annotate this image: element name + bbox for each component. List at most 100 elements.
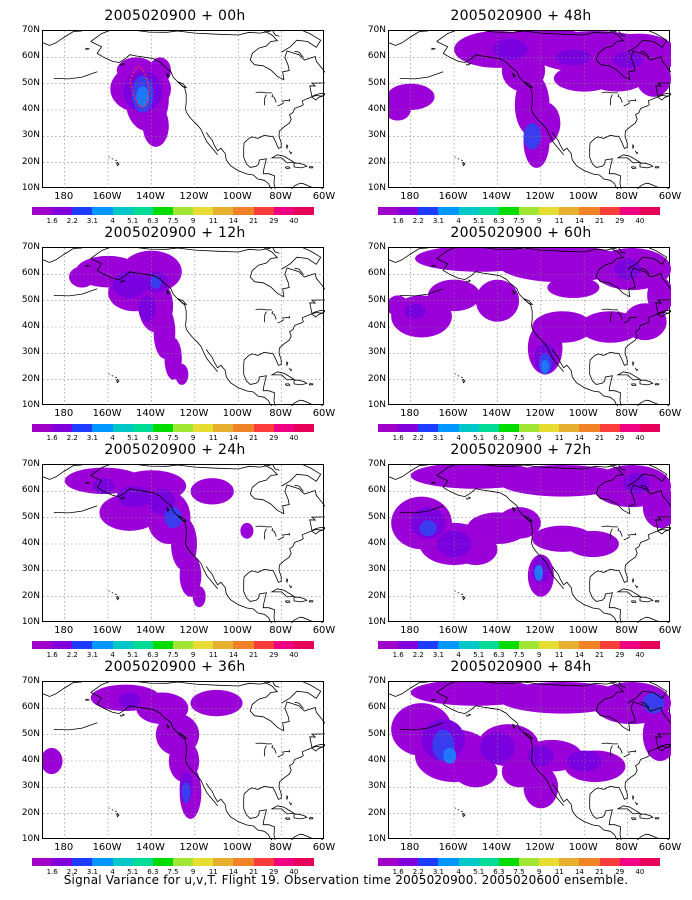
colorbar-label: 40 — [289, 868, 299, 876]
latitude-label: 40N — [21, 755, 40, 765]
longitude-label: 180 — [54, 408, 74, 419]
coastline — [636, 182, 670, 189]
coastline — [270, 588, 296, 598]
colorbar-label: 3.1 — [86, 434, 98, 442]
colorbar-label: 40 — [635, 868, 645, 876]
coastline — [636, 399, 670, 406]
coastline — [108, 807, 110, 809]
variance-contour — [43, 747, 63, 775]
colorbar-label: 29 — [269, 217, 279, 225]
variance-contour — [404, 303, 426, 320]
colorbar — [378, 424, 660, 432]
colorbar-swatch — [253, 424, 274, 432]
colorbar-swatch — [498, 641, 519, 649]
colorbar-label: 7.5 — [167, 434, 179, 442]
coastline — [551, 132, 619, 189]
longitude-label: 80W — [615, 408, 638, 419]
colorbar-label: 1.6 — [46, 651, 58, 659]
colorbar-swatch — [398, 641, 419, 649]
colorbar-label: 11 — [208, 868, 218, 876]
coastline — [281, 248, 322, 270]
coastline — [627, 532, 637, 536]
coastline — [205, 132, 273, 189]
variance-field — [389, 248, 671, 375]
coastline — [288, 367, 293, 372]
latitude-label: 30N — [367, 347, 386, 358]
figure-caption: Signal Variance for u,v,T. Flight 19. Ob… — [63, 873, 629, 887]
coastline — [523, 81, 534, 89]
colorbar-label: 29 — [269, 868, 279, 876]
variance-field — [43, 684, 243, 819]
colorbar-label: 5.1 — [127, 217, 139, 225]
coastline — [512, 289, 516, 295]
variance-contour — [497, 507, 541, 539]
colorbar-label: 11 — [554, 217, 564, 225]
colorbar-label: 4 — [456, 434, 461, 442]
colorbar-swatch — [599, 424, 620, 432]
coastline — [512, 506, 516, 512]
longitude-label: 120W — [179, 842, 209, 853]
colorbar-label: 29 — [615, 434, 625, 442]
colorbar-swatch — [253, 641, 274, 649]
colorbar-swatch — [458, 858, 479, 866]
variance-field — [110, 57, 171, 147]
colorbar-swatch — [619, 424, 640, 432]
colorbar-label: 3.1 — [432, 651, 444, 659]
panel-title: 2005020900 + 72h — [450, 442, 592, 458]
map-area — [388, 30, 671, 189]
coastline — [551, 349, 619, 406]
longitude-label: 140W — [135, 191, 165, 202]
map-plot — [43, 465, 325, 623]
coastline — [294, 701, 304, 709]
coastline — [399, 71, 444, 80]
latitude-label: 40N — [21, 104, 40, 114]
map-area — [388, 247, 671, 406]
colorbar-label: 7.5 — [513, 651, 525, 659]
coastline — [90, 465, 271, 476]
colorbar-label: 14 — [228, 434, 238, 442]
colorbar-swatch — [193, 207, 214, 215]
coastline — [601, 308, 618, 311]
coastline — [270, 805, 296, 815]
longitude-label: 180 — [400, 842, 420, 853]
longitude-label: 80W — [269, 842, 292, 853]
variance-contour — [164, 507, 182, 529]
coastline — [53, 288, 98, 297]
variance-contour — [636, 59, 671, 97]
colorbar-label: 6.3 — [147, 434, 159, 442]
coastline — [281, 749, 291, 753]
coastline — [294, 484, 304, 492]
coastline — [523, 732, 534, 740]
coastline — [630, 817, 637, 820]
coastline — [595, 682, 671, 748]
longitude-label: 160W — [438, 625, 468, 636]
colorbar-swatch — [273, 641, 294, 649]
colorbar-swatch — [478, 858, 499, 866]
longitude-label: 80W — [615, 842, 638, 853]
colorbar-swatch — [539, 207, 560, 215]
colorbar-swatch — [233, 858, 254, 866]
colorbar-swatch — [418, 424, 439, 432]
coastline — [119, 496, 126, 500]
colorbar-swatch — [213, 858, 234, 866]
colorbar-label: 11 — [208, 217, 218, 225]
colorbar-label: 6.3 — [493, 651, 505, 659]
coastline — [285, 144, 289, 150]
coastline — [436, 31, 617, 42]
colorbar-swatch — [478, 641, 499, 649]
coastline — [616, 805, 642, 815]
colorbar-label: 9 — [536, 434, 542, 442]
colorbar-label: 11 — [208, 651, 218, 659]
coastline — [461, 376, 463, 379]
coastline — [627, 315, 637, 319]
coastline — [271, 745, 277, 754]
coastline — [249, 248, 325, 314]
colorbar-swatch — [478, 207, 499, 215]
coastline — [616, 588, 642, 598]
colorbar-label: 9 — [190, 434, 196, 442]
colorbar-swatch — [32, 207, 53, 215]
coastline — [284, 166, 291, 169]
coastline — [627, 98, 637, 102]
coastline — [263, 528, 267, 540]
colorbar-swatch — [438, 207, 459, 215]
